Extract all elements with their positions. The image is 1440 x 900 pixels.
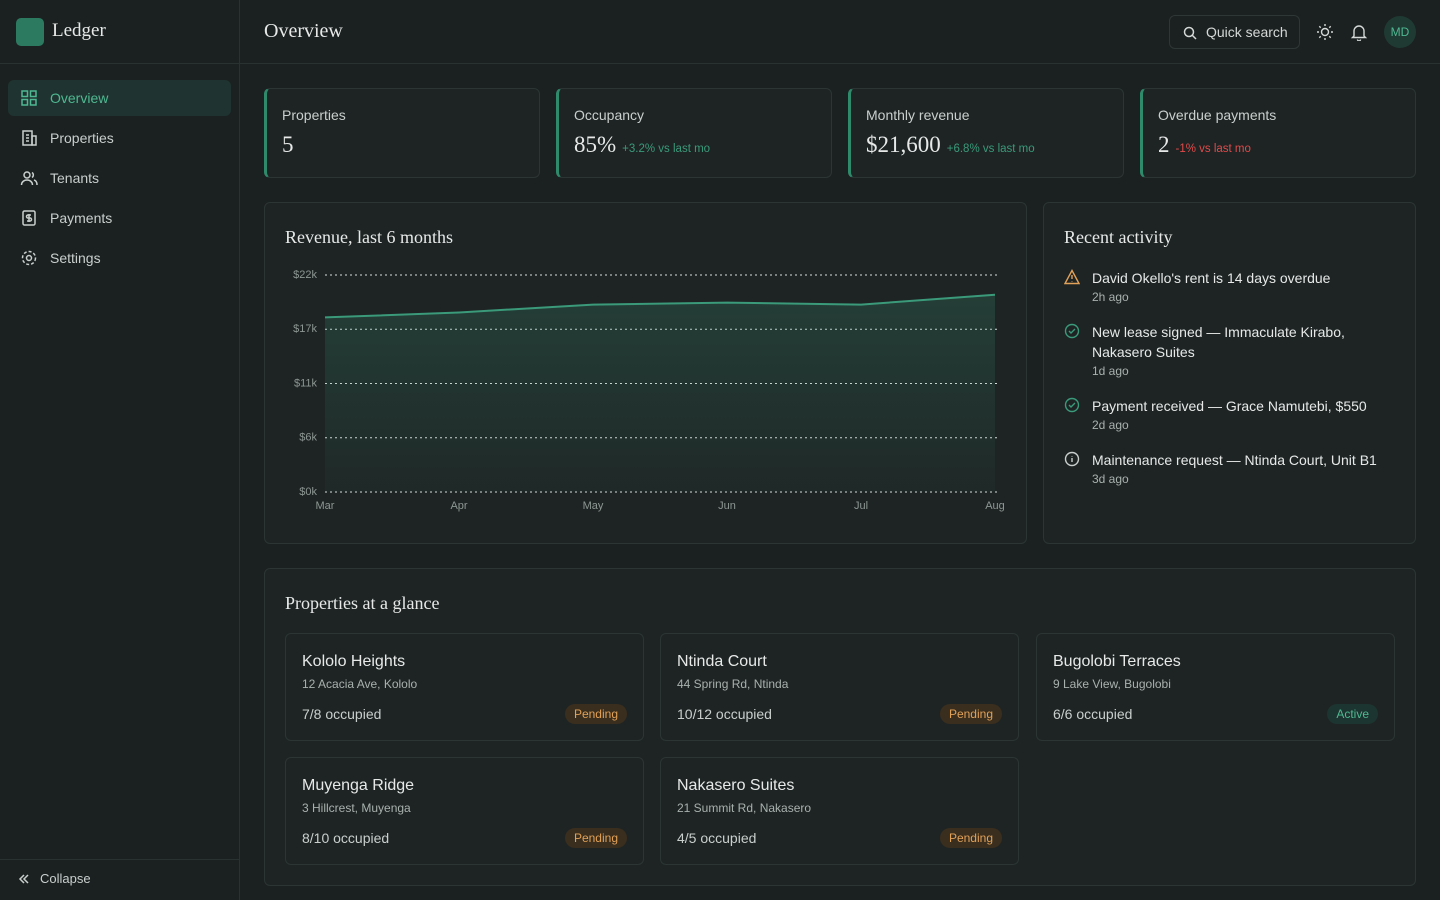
property-occupancy: 6/6 occupied (1053, 706, 1133, 722)
property-occupancy: 7/8 occupied (302, 706, 382, 722)
property-card[interactable]: Nakasero Suites 21 Summit Rd, Nakasero 4/5… (660, 757, 1019, 865)
stat-delta: +6.8% vs last mo (946, 143, 1035, 155)
collapse-label: Collapse (40, 871, 91, 886)
property-address: 21 Summit Rd, Nakasero (677, 801, 812, 815)
activity-time: 1d ago (1092, 364, 1129, 378)
property-address: 9 Lake View, Bugolobi (1053, 677, 1171, 691)
nav-item[interactable]: Properties (8, 120, 231, 156)
x-tick-label: Jul (854, 500, 868, 512)
area (325, 294, 995, 492)
chart-title: Revenue, last 6 months (285, 227, 453, 247)
nav-item[interactable]: Payments (8, 200, 231, 236)
search-button[interactable]: Quick search (1169, 15, 1300, 49)
status-badge: Pending (939, 704, 1002, 724)
x-tick-label: May (583, 500, 604, 512)
x-tick-label: Aug (985, 500, 1005, 512)
y-tick-label: $22k (293, 269, 317, 281)
property-name: Nakasero Suites (677, 777, 795, 794)
collapse-button[interactable]: Collapse (18, 871, 91, 886)
stat-card: Properties 5 (264, 88, 540, 178)
search-label: Quick search (1206, 24, 1288, 40)
nav-label: Properties (50, 130, 114, 146)
stat-label: Monthly revenue (866, 107, 970, 123)
y-tick-label: $11k (294, 377, 318, 389)
property-occupancy: 10/12 occupied (677, 706, 772, 722)
activity-text: Payment received — Grace Namutebi, $550 (1092, 398, 1367, 414)
stat-value: 5 (282, 132, 294, 157)
activity-item: Maintenance request — Ntinda Court, Unit… (1064, 450, 1404, 486)
property-card[interactable]: Muyenga Ridge 3 Hillcrest, Muyenga 8/10 oc… (285, 757, 644, 865)
divider (0, 859, 240, 860)
activity-text: New lease signed — Immaculate Kirabo, Na… (1092, 324, 1345, 360)
property-name: Bugolobi Terraces (1053, 653, 1181, 670)
stat-value: 2 (1158, 132, 1170, 157)
nav-label: Tenants (50, 170, 100, 186)
divider (0, 63, 240, 64)
property-address: 12 Acacia Ave, Kololo (302, 677, 418, 691)
activity-text: Maintenance request — Ntinda Court, Unit… (1092, 452, 1377, 468)
nav-label: Settings (50, 250, 101, 266)
stat-card: Monthly revenue $21,600 +6.8% vs last mo (848, 88, 1124, 178)
status-badge: Pending (564, 704, 627, 724)
stat-label: Overdue payments (1158, 107, 1277, 123)
stat-value: $21,600 (866, 132, 941, 157)
status-badge: Pending (564, 828, 627, 848)
line (324, 293, 996, 319)
property-address: 44 Spring Rd, Ntinda (677, 677, 789, 691)
x-tick-label: Mar (316, 500, 335, 512)
property-card[interactable]: Ntinda Court 44 Spring Rd, Ntinda 10/12 oc… (660, 633, 1019, 741)
nav-item[interactable]: Settings (8, 240, 231, 276)
stat-delta: +3.2% vs last mo (622, 143, 711, 155)
notifications[interactable] (1350, 23, 1368, 41)
theme-toggle[interactable] (1316, 23, 1334, 41)
activity-item: David Okello's rent is 14 days overdue 2h… (1064, 268, 1404, 304)
property-occupancy: 8/10 occupied (302, 830, 390, 846)
property-name: Muyenga Ridge (302, 777, 415, 794)
stat-value: 85% (574, 132, 617, 157)
sidebar: Ledger Overview Properties Tenants Payme… (0, 0, 240, 900)
nav-label: Overview (50, 90, 109, 106)
stat-card: Overdue payments 2 -1% vs last mo (1140, 88, 1416, 178)
x-tick-label: Jun (718, 500, 736, 512)
stat-card: Occupancy 85% +3.2% vs last mo (556, 88, 832, 178)
stat-label: Occupancy (574, 107, 645, 123)
properties-title: Properties at a glance (285, 593, 440, 613)
x-tick-label: Apr (450, 500, 467, 512)
y-tick-label: $6k (299, 432, 317, 444)
property-name: Ntinda Court (677, 653, 767, 670)
header-divider (240, 63, 1440, 64)
property-card[interactable]: Kololo Heights 12 Acacia Ave, Kololo 7/8 o… (285, 633, 644, 741)
y-tick-label: $17k (293, 323, 317, 335)
property-occupancy: 4/5 occupied (677, 830, 757, 846)
page-title: Overview (264, 20, 343, 42)
brand-logo (16, 18, 44, 46)
stat-delta: -1% vs last mo (1175, 143, 1251, 155)
activity-text: David Okello's rent is 14 days overdue (1092, 270, 1331, 286)
property-name: Kololo Heights (302, 653, 406, 670)
nav-item[interactable]: Tenants (8, 160, 231, 196)
activity-card: Recent activity David Okello's rent is 1… (1043, 202, 1416, 544)
activity-time: 2d ago (1092, 418, 1129, 432)
activity-time: 3d ago (1092, 472, 1129, 486)
chart-card: Revenue, last 6 months $0k $6k $11k $17k $22… (264, 202, 1027, 544)
properties-card: Properties at a glance Kololo Heights 12 … (264, 568, 1416, 886)
activity-item: New lease signed — Immaculate Kirabo, Na… (1064, 322, 1404, 378)
status-badge: Active (1327, 704, 1378, 724)
nav-item[interactable]: Overview (8, 80, 231, 116)
stat-label: Properties (282, 107, 346, 123)
activity-item: Payment received — Grace Namutebi, $550 2… (1064, 396, 1404, 432)
y-tick-label: $0k (299, 486, 317, 498)
property-address: 3 Hillcrest, Muyenga (302, 801, 411, 815)
status-badge: Pending (939, 828, 1002, 848)
avatar[interactable]: MD (1384, 16, 1416, 48)
chart: $0k $6k $11k $17k $22k Mar Apr May Jun Jul Aug (293, 269, 1005, 512)
nav-label: Payments (50, 210, 113, 226)
activity-title: Recent activity (1064, 227, 1173, 247)
property-card[interactable]: Bugolobi Terraces 9 Lake View, Bugolobi 6/… (1036, 633, 1395, 741)
activity-time: 2h ago (1092, 290, 1129, 304)
brand: Ledger (52, 20, 106, 41)
